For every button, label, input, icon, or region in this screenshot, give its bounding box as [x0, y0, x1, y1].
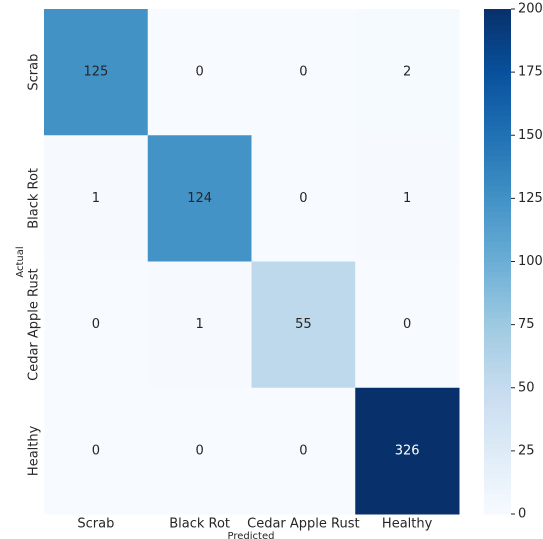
- heatmap-cell: [355, 9, 460, 136]
- heatmap-cell: [44, 261, 149, 389]
- cell-label: 0: [195, 443, 203, 458]
- cell-label: 0: [299, 65, 307, 80]
- heatmap-cell: [355, 387, 460, 515]
- heatmap-cell: [355, 261, 460, 389]
- heatmap-cell: [147, 9, 252, 136]
- cell-label: 124: [187, 191, 212, 206]
- colorbar-tick-label: 125: [518, 191, 543, 206]
- x-tick-label: Cedar Apple Rust: [247, 517, 359, 532]
- y-tick-label: Healthy: [27, 425, 42, 476]
- heatmap-cell: [44, 387, 149, 515]
- cell-label: 0: [299, 443, 307, 458]
- y-tick-label: Cedar Apple Rust: [27, 268, 42, 380]
- heatmap-cell: [251, 261, 356, 389]
- cell-label: 326: [395, 443, 420, 458]
- cell-label: 0: [92, 317, 100, 332]
- cell-label: 1: [195, 317, 203, 332]
- heatmap-cell: [251, 9, 356, 136]
- heatmap-cell: [147, 135, 252, 262]
- heatmap-cell: [147, 387, 252, 515]
- heatmap-cell: [44, 9, 149, 136]
- colorbar-tick-label: 175: [518, 65, 543, 80]
- heatmap-cell: [355, 135, 460, 262]
- cell-label: 0: [195, 65, 203, 80]
- heatmap-cell: [44, 135, 149, 262]
- x-tick-label: Scrab: [77, 517, 114, 532]
- y-tick-label: Scrab: [27, 54, 42, 91]
- colorbar-tick-label: 150: [518, 128, 543, 143]
- colorbar-tick-label: 200: [518, 2, 543, 17]
- colorbar-tick-label: 50: [518, 380, 535, 395]
- cell-label: 2: [403, 65, 411, 80]
- cell-label: 0: [299, 191, 307, 206]
- cell-label: 1: [92, 191, 100, 206]
- y-axis-label: Actual: [15, 246, 26, 277]
- colorbar-tick-label: 25: [518, 443, 535, 458]
- heatmap-cell: [251, 135, 356, 262]
- x-axis-label: Predicted: [228, 531, 275, 539]
- cell-label: 125: [83, 65, 108, 80]
- x-tick-label: Black Rot: [169, 517, 230, 532]
- x-tick-label: Healthy: [382, 517, 433, 532]
- cell-label: 0: [403, 317, 411, 332]
- heatmap-cell: [251, 387, 356, 515]
- colorbar-tick-label: 0: [518, 507, 526, 522]
- cell-label: 0: [92, 443, 100, 458]
- y-tick-label: Black Rot: [27, 168, 42, 229]
- cell-label: 1: [403, 191, 411, 206]
- colorbar-tick-label: 100: [518, 254, 543, 269]
- heatmap-cell: [147, 261, 252, 389]
- cell-label: 55: [295, 317, 312, 332]
- colorbar-tick-label: 75: [518, 317, 535, 332]
